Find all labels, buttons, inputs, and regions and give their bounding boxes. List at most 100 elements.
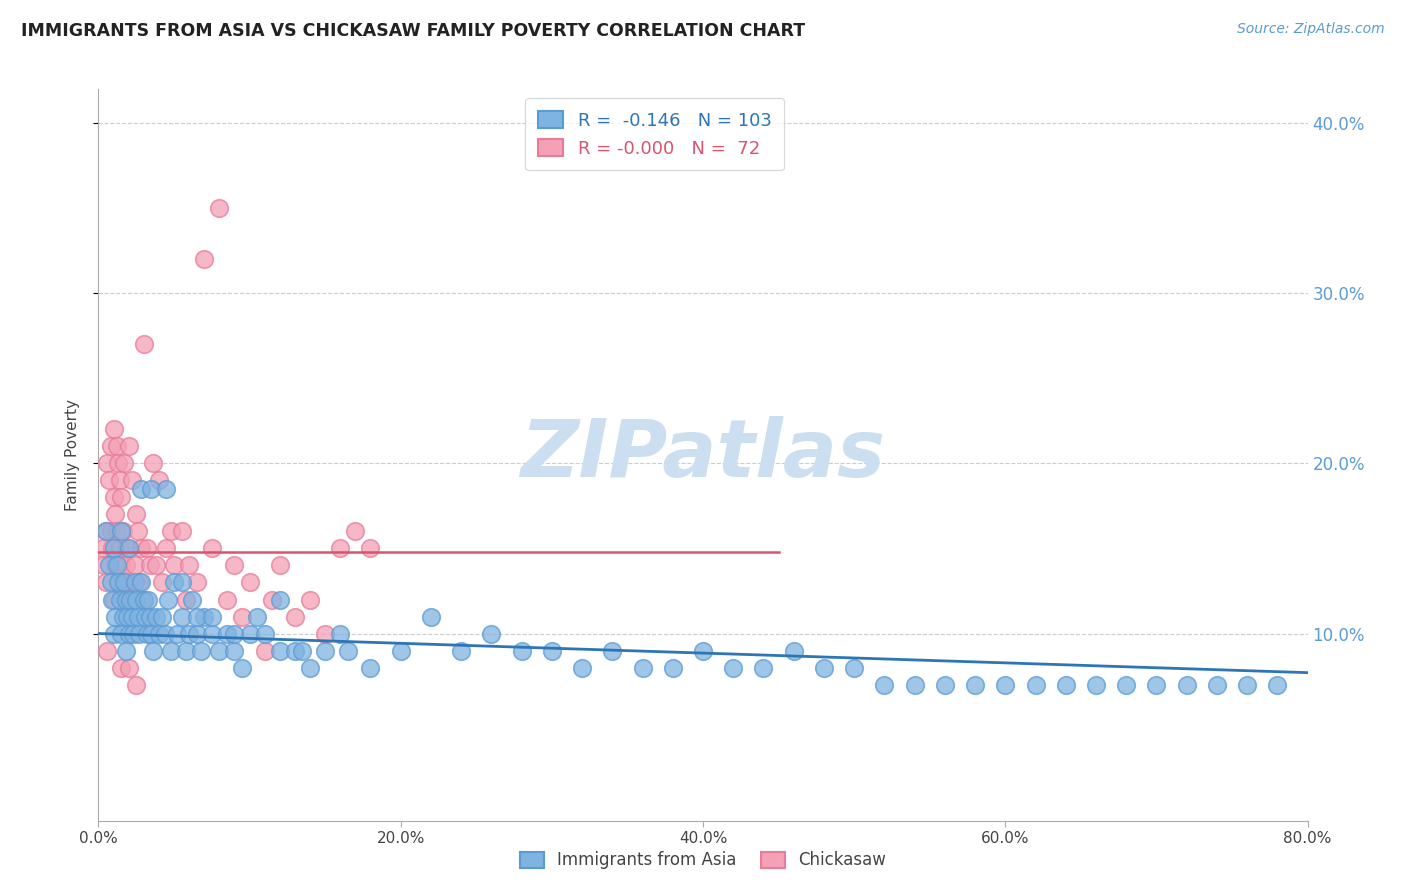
Point [134, 609, 156, 624]
Point [179, 558, 201, 573]
Point [142, 457, 165, 471]
Point [125, 508, 148, 522]
Point [107, 457, 129, 471]
Point [135, 541, 157, 556]
Point [105, 439, 128, 453]
Point [100, 524, 122, 539]
Point [224, 626, 246, 640]
Point [139, 609, 162, 624]
Legend: Immigrants from Asia, Chickasaw: Immigrants from Asia, Chickasaw [510, 841, 896, 880]
Point [127, 524, 149, 539]
Point [103, 422, 125, 436]
Point [110, 491, 132, 505]
Point [129, 541, 152, 556]
Point [107, 575, 129, 590]
Point [420, 609, 443, 624]
Point [723, 660, 745, 674]
Point [156, 592, 179, 607]
Point [142, 643, 165, 657]
Point [108, 474, 131, 488]
Point [155, 541, 177, 556]
Point [166, 626, 188, 640]
Point [125, 592, 148, 607]
Point [105, 558, 128, 573]
Point [129, 482, 152, 496]
Point [112, 592, 135, 607]
Point [1115, 677, 1137, 691]
Point [110, 524, 132, 539]
Point [91, 541, 114, 556]
Point [215, 592, 238, 607]
Point [186, 609, 208, 624]
Point [344, 524, 367, 539]
Point [174, 592, 197, 607]
Point [329, 541, 352, 556]
Point [93, 558, 115, 573]
Point [110, 558, 132, 573]
Point [96, 457, 118, 471]
Point [314, 643, 336, 657]
Point [160, 524, 183, 539]
Point [1267, 677, 1289, 691]
Point [224, 558, 246, 573]
Point [269, 592, 291, 607]
Point [253, 643, 276, 657]
Point [94, 524, 117, 539]
Point [239, 626, 262, 640]
Point [783, 643, 806, 657]
Point [108, 541, 131, 556]
Point [96, 643, 118, 657]
Point [114, 592, 136, 607]
Point [201, 541, 224, 556]
Point [163, 575, 186, 590]
Point [111, 609, 134, 624]
Point [104, 508, 127, 522]
Point [201, 626, 224, 640]
Point [186, 626, 208, 640]
Point [121, 474, 143, 488]
Point [104, 558, 127, 573]
Point [145, 609, 167, 624]
Point [103, 541, 125, 556]
Point [135, 626, 157, 640]
Point [118, 439, 141, 453]
Point [155, 482, 177, 496]
Point [253, 626, 276, 640]
Point [163, 558, 186, 573]
Point [174, 643, 197, 657]
Point [132, 337, 155, 351]
Point [100, 575, 122, 590]
Point [124, 575, 146, 590]
Point [104, 609, 127, 624]
Point [269, 558, 291, 573]
Point [299, 660, 322, 674]
Point [246, 609, 269, 624]
Point [181, 592, 204, 607]
Point [224, 643, 246, 657]
Point [201, 609, 224, 624]
Point [118, 660, 141, 674]
Point [170, 524, 193, 539]
Point [139, 558, 162, 573]
Point [110, 626, 132, 640]
Point [127, 609, 149, 624]
Point [105, 524, 128, 539]
Point [110, 660, 132, 674]
Point [98, 558, 121, 573]
Point [873, 677, 896, 691]
Point [1236, 677, 1258, 691]
Point [101, 592, 124, 607]
Point [904, 677, 927, 691]
Point [148, 626, 170, 640]
Point [100, 439, 122, 453]
Point [148, 474, 170, 488]
Point [215, 626, 238, 640]
Point [813, 660, 835, 674]
Point [150, 575, 173, 590]
Y-axis label: Family Poverty: Family Poverty [65, 399, 80, 511]
Point [121, 609, 143, 624]
Point [571, 660, 593, 674]
Point [602, 643, 624, 657]
Point [103, 491, 125, 505]
Text: Source: ZipAtlas.com: Source: ZipAtlas.com [1237, 22, 1385, 37]
